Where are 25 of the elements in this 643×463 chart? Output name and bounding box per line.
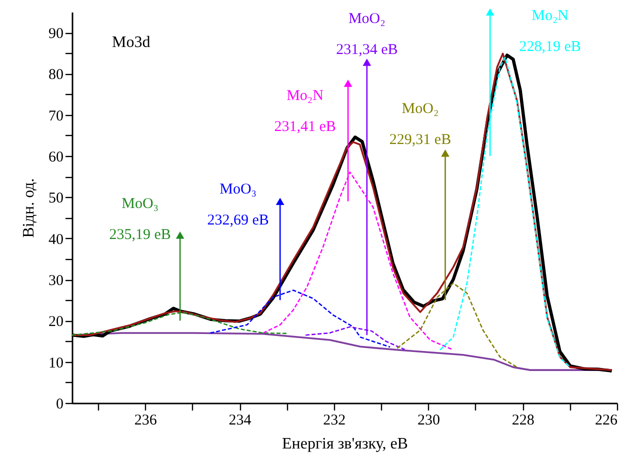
x-tick-label: 230 bbox=[418, 412, 440, 428]
x-tick-label: 236 bbox=[134, 412, 158, 428]
annotation: MoO₃ 232,69 еВ bbox=[207, 181, 269, 228]
x-tick-label: 226 bbox=[595, 412, 618, 428]
y-axis-title: Відн. од. bbox=[20, 178, 38, 238]
annotation: Mo3d bbox=[112, 34, 150, 51]
x-tick-label: 234 bbox=[228, 412, 252, 428]
y-tick-label: 60 bbox=[48, 150, 64, 166]
x-tick-label: 228 bbox=[512, 412, 534, 428]
annotation: MoO₂ 231,34 еВ bbox=[336, 11, 398, 58]
y-tick-label: 70 bbox=[48, 108, 64, 124]
annotation: MoO₃ 235,19 еВ bbox=[109, 196, 171, 244]
annotation: Mo₂N 231,41 еВ bbox=[274, 88, 336, 136]
y-tick-label: 20 bbox=[48, 314, 64, 330]
annotation: Mo₂N 228,19 еВ bbox=[519, 8, 581, 55]
y-tick-label: 40 bbox=[48, 232, 64, 248]
y-tick-label: 80 bbox=[48, 67, 64, 84]
y-tick-label: 90 bbox=[48, 26, 64, 42]
y-tick-label: 0 bbox=[56, 396, 64, 412]
y-tick-label: 50 bbox=[48, 190, 64, 207]
annotation: MoO₂ 229,31 еВ bbox=[389, 101, 452, 148]
x-axis-title: Енергія зв'язку, еВ bbox=[282, 436, 408, 452]
y-tick-label: 30 bbox=[48, 273, 64, 290]
x-tick-label: 232 bbox=[323, 412, 346, 428]
y-tick-label: 10 bbox=[48, 355, 64, 372]
